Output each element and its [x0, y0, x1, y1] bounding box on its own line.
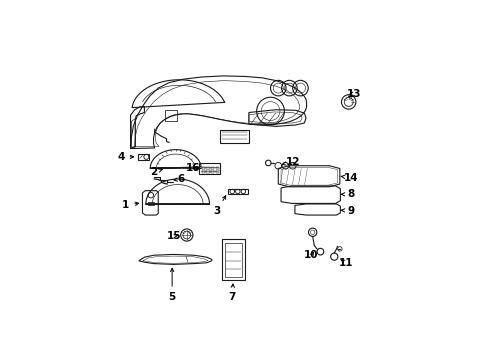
Text: 3: 3 — [214, 196, 226, 216]
Text: 10: 10 — [304, 250, 319, 260]
Text: 12: 12 — [283, 157, 300, 167]
Text: 6: 6 — [174, 174, 185, 184]
Text: 11: 11 — [339, 258, 353, 268]
Text: 14: 14 — [341, 173, 359, 183]
Text: 1: 1 — [122, 201, 139, 210]
Text: 13: 13 — [346, 89, 361, 99]
Text: 5: 5 — [169, 268, 176, 302]
Text: 16: 16 — [186, 163, 201, 174]
Text: 2: 2 — [150, 167, 163, 177]
Text: 7: 7 — [229, 284, 236, 302]
Text: 8: 8 — [342, 189, 355, 199]
Text: 9: 9 — [342, 206, 355, 216]
Text: 15: 15 — [167, 231, 181, 241]
Text: 4: 4 — [117, 152, 134, 162]
